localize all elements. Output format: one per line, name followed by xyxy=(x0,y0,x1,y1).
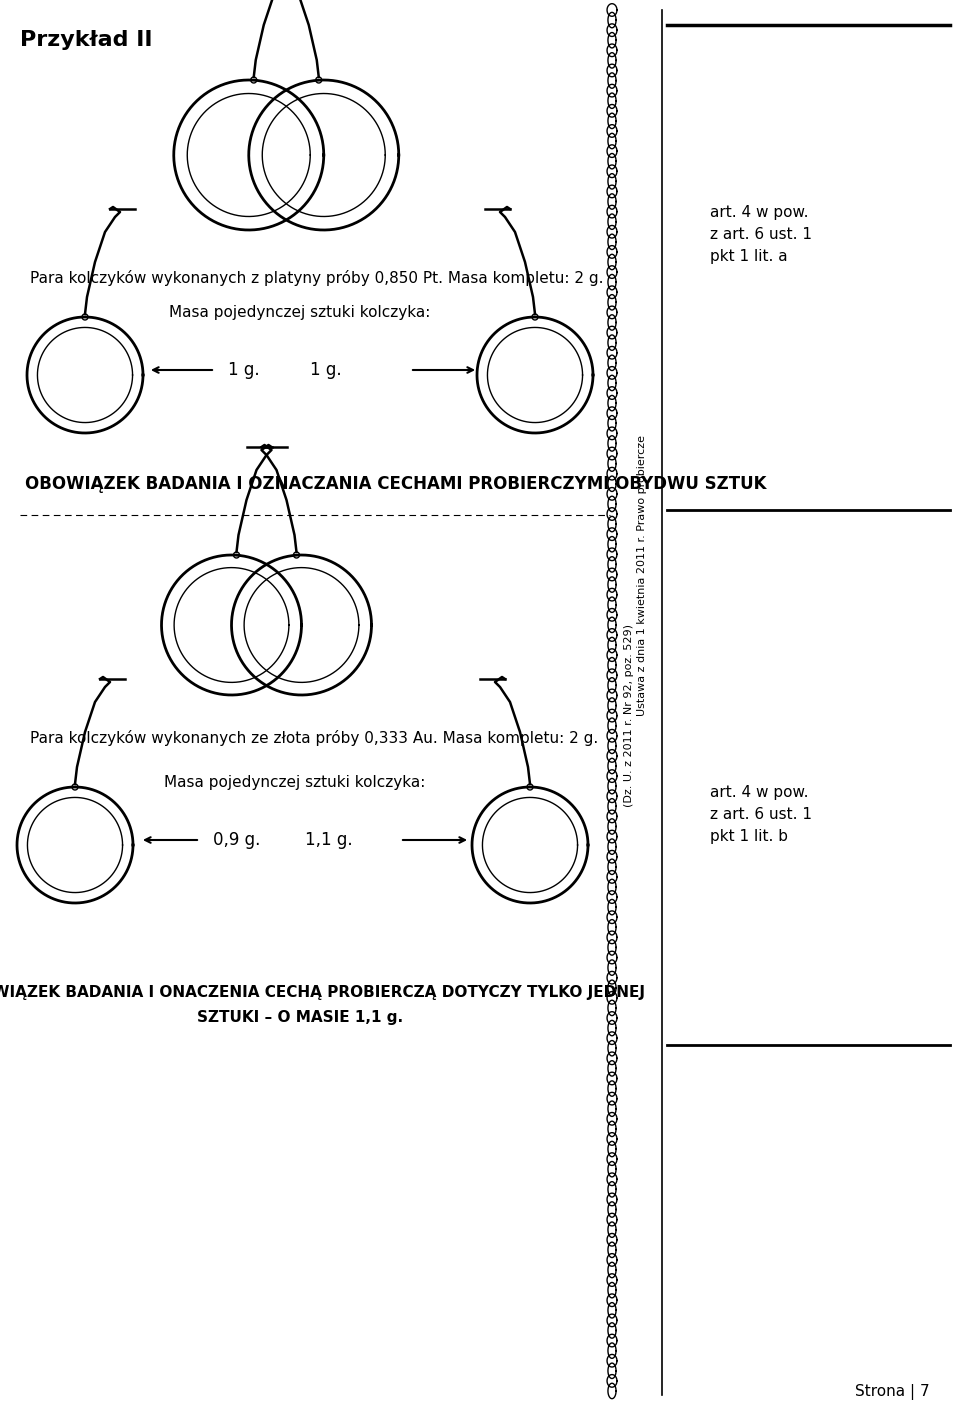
Text: pkt 1 lit. b: pkt 1 lit. b xyxy=(710,829,788,844)
Text: Para kolczyków wykonanych ze złota próby 0,333 Au. Masa kompletu: 2 g.: Para kolczyków wykonanych ze złota próby… xyxy=(30,730,598,747)
Text: SZTUKI – O MASIE 1,1 g.: SZTUKI – O MASIE 1,1 g. xyxy=(197,1010,403,1025)
Text: Przykład II: Przykład II xyxy=(20,30,153,50)
Text: pkt 1 lit. a: pkt 1 lit. a xyxy=(710,249,787,264)
Text: 1 g.: 1 g. xyxy=(228,361,259,379)
Text: Strona | 7: Strona | 7 xyxy=(855,1384,930,1399)
Text: z art. 6 ust. 1: z art. 6 ust. 1 xyxy=(710,227,812,242)
Text: Masa pojedynczej sztuki kolczyka:: Masa pojedynczej sztuki kolczyka: xyxy=(164,775,425,789)
Text: art. 4 w pow.: art. 4 w pow. xyxy=(710,785,808,799)
Text: 1 g.: 1 g. xyxy=(310,361,342,379)
Text: OBOWIĄZEK BADANIA I ONACZENIA CECHĄ PROBIERCZĄ DOTYCZY TYLKO JEDNEJ: OBOWIĄZEK BADANIA I ONACZENIA CECHĄ PROB… xyxy=(0,985,645,1000)
Text: OBOWIĄZEK BADANIA I OZNACZANIA CECHAMI PROBIERCZYMI OBYDWU SZTUK: OBOWIĄZEK BADANIA I OZNACZANIA CECHAMI P… xyxy=(25,475,766,493)
Text: Masa pojedynczej sztuki kolczyka:: Masa pojedynczej sztuki kolczyka: xyxy=(169,305,431,321)
Text: Para kolczyków wykonanych z platyny próby 0,850 Pt. Masa kompletu: 2 g.: Para kolczyków wykonanych z platyny prób… xyxy=(30,269,604,286)
Text: art. 4 w pow.: art. 4 w pow. xyxy=(710,205,808,219)
Text: Ustawa z dnia 1 kwietnia 2011 r. Prawo probiercze: Ustawa z dnia 1 kwietnia 2011 r. Prawo p… xyxy=(637,435,647,715)
Text: (Dz. U. z 2011 r. Nr 92, poz. 529): (Dz. U. z 2011 r. Nr 92, poz. 529) xyxy=(624,624,634,807)
Text: z art. 6 ust. 1: z art. 6 ust. 1 xyxy=(710,807,812,822)
Text: 0,9 g.: 0,9 g. xyxy=(213,831,260,849)
Text: 1,1 g.: 1,1 g. xyxy=(305,831,352,849)
